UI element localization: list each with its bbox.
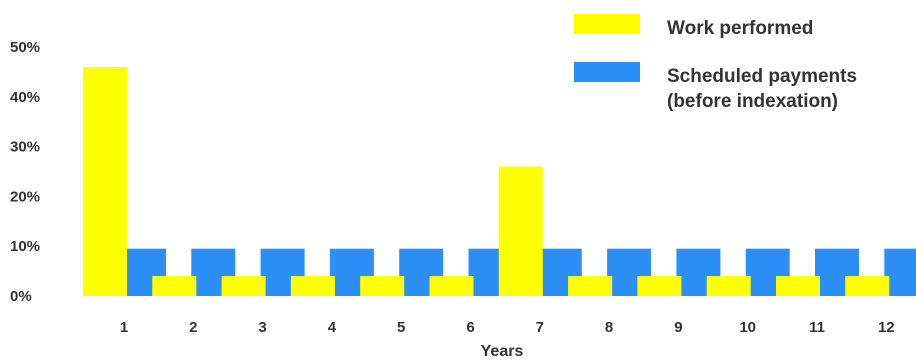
y-tick-label: 30% (10, 139, 40, 156)
work-performed-bar (221, 276, 266, 296)
x-tick-label: 6 (466, 319, 474, 336)
x-tick-label: 8 (605, 319, 613, 336)
y-tick-label: 20% (10, 188, 40, 205)
x-tick-label: 4 (328, 319, 337, 336)
work-performed-bar (152, 276, 197, 296)
legend-label: Scheduled payments (667, 66, 857, 87)
x-tick-label: 2 (189, 319, 197, 336)
work-performed-bar (845, 276, 890, 296)
legend-swatch (574, 14, 640, 34)
y-tick-label: 50% (10, 39, 40, 56)
scheduled-payments-bar (884, 248, 916, 296)
legend-swatch (574, 62, 640, 82)
x-tick-label: 9 (674, 319, 682, 336)
x-tick-label: 5 (397, 319, 405, 336)
x-tick-label: 7 (536, 319, 544, 336)
y-tick-label: 10% (10, 238, 40, 255)
x-axis-title: Years (481, 343, 524, 360)
y-tick-label: 40% (10, 89, 40, 106)
legend-label: Work performed (667, 18, 813, 39)
work-performed-bar (83, 66, 127, 296)
x-tick-label: 1 (120, 319, 128, 336)
legend-label: (before indexation) (667, 91, 838, 112)
y-tick-label: 0% (10, 288, 32, 305)
x-tick-label: 10 (739, 319, 756, 336)
work-performed-bar (429, 276, 474, 296)
work-performed-bar (290, 276, 335, 296)
x-tick-label: 3 (258, 319, 266, 336)
work-performed-bar (637, 276, 682, 296)
work-performed-bar (568, 276, 613, 296)
work-performed-bar (776, 276, 820, 296)
work-performed-bar (360, 276, 405, 296)
x-tick-label: 12 (878, 319, 895, 336)
work-performed-bar (706, 276, 751, 296)
work-performed-bar (498, 166, 543, 296)
x-tick-label: 11 (809, 319, 825, 336)
